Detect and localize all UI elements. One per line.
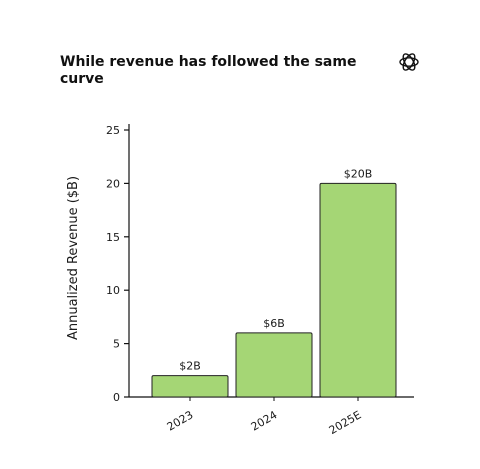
openai-logo-icon xyxy=(399,53,419,71)
bar xyxy=(235,332,313,398)
y-axis-title: Annualized Revenue ($B) xyxy=(66,176,81,340)
bar-data-label: $20B xyxy=(344,167,373,180)
x-tick-label: 2024 xyxy=(249,408,280,433)
y-tick-label: 0 xyxy=(113,391,120,404)
y-tick-label: 15 xyxy=(106,231,120,244)
bar xyxy=(151,375,229,398)
chart-title: While revenue has followed the same curv… xyxy=(60,54,357,87)
x-tick-label: 2023 xyxy=(165,408,196,433)
y-tick-label: 5 xyxy=(113,338,120,351)
plot-area: 0 5 10 15 20 25 $2B 2023 $6B 2024 $20B 2025E xyxy=(106,124,414,437)
x-tick-label: 2025E xyxy=(327,408,364,437)
y-tick-label: 20 xyxy=(106,177,120,190)
bar xyxy=(319,182,397,398)
y-tick-label: 25 xyxy=(106,124,120,137)
bar-data-label: $6B xyxy=(263,317,285,330)
y-tick-label: 10 xyxy=(106,284,120,297)
bar-data-label: $2B xyxy=(179,360,201,373)
